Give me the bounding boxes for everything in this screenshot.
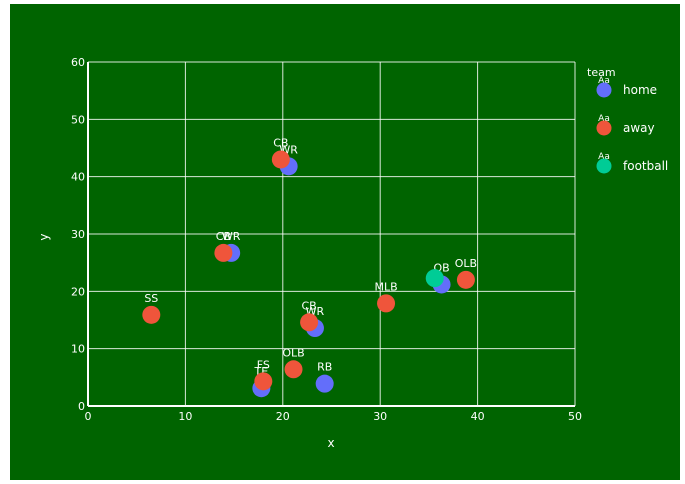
x-tick-label: 50 — [568, 410, 582, 423]
gridlines — [88, 61, 576, 406]
data-point — [271, 150, 290, 169]
y-tick-label: 20 — [71, 285, 85, 298]
legend[interactable]: team Aa home Aa away Aa football — [587, 66, 668, 174]
data-point — [456, 270, 475, 289]
x-tick-label: 10 — [178, 410, 192, 423]
data-point — [214, 243, 233, 262]
x-tick-label: 40 — [471, 410, 485, 423]
y-tick-label: 40 — [71, 171, 85, 184]
y-tick-label: 10 — [71, 343, 85, 356]
y-tick-label: 60 — [71, 56, 85, 69]
legend-marker-text: Aa — [598, 114, 610, 124]
data-point — [425, 269, 444, 288]
point-label: OLB — [455, 257, 477, 270]
chart-background — [10, 4, 680, 480]
point-label: WR — [222, 230, 241, 243]
x-tick-label: 20 — [276, 410, 290, 423]
legend-marker — [596, 158, 612, 174]
point-label: CB — [216, 230, 231, 243]
x-axis-label: x — [327, 436, 334, 450]
data-point — [284, 360, 303, 379]
legend-label: home — [623, 83, 657, 97]
legend-label: away — [623, 121, 655, 135]
data-point — [315, 374, 334, 393]
legend-marker-text: Aa — [598, 76, 610, 86]
x-tick-label: 30 — [373, 410, 387, 423]
y-tick-label: 0 — [78, 400, 85, 413]
point-label: CB — [301, 299, 316, 312]
x-tick-label: 0 — [85, 410, 92, 423]
legend-label: football — [623, 159, 668, 173]
legend-marker-text: Aa — [598, 152, 610, 162]
legend-marker — [596, 82, 612, 98]
legend-item-away[interactable]: Aa away — [596, 114, 655, 136]
tick-labels: 0 10 20 30 40 50 0 10 20 30 40 50 60 — [71, 56, 582, 423]
data-point — [254, 372, 273, 391]
data-point — [142, 305, 161, 324]
legend-title: team — [587, 66, 616, 79]
y-axis-label: y — [37, 233, 51, 240]
y-tick-label: 30 — [71, 228, 85, 241]
point-label: CB — [273, 136, 288, 149]
legend-marker — [596, 120, 612, 136]
data-point — [377, 294, 396, 313]
chart-frame: 0 10 20 30 40 50 0 10 20 30 40 50 60 x y WR WR OB WR TE R… — [10, 4, 680, 480]
axes — [87, 62, 575, 407]
point-label: OLB — [282, 346, 304, 359]
legend-item-home[interactable]: Aa home — [596, 76, 658, 98]
point-label: MLB — [374, 280, 397, 293]
data-point — [300, 313, 319, 332]
point-label: RB — [317, 361, 332, 374]
y-tick-label: 50 — [71, 113, 85, 126]
legend-item-football[interactable]: Aa football — [596, 152, 669, 174]
point-label: FS — [257, 358, 270, 371]
point-label: SS — [144, 292, 158, 305]
